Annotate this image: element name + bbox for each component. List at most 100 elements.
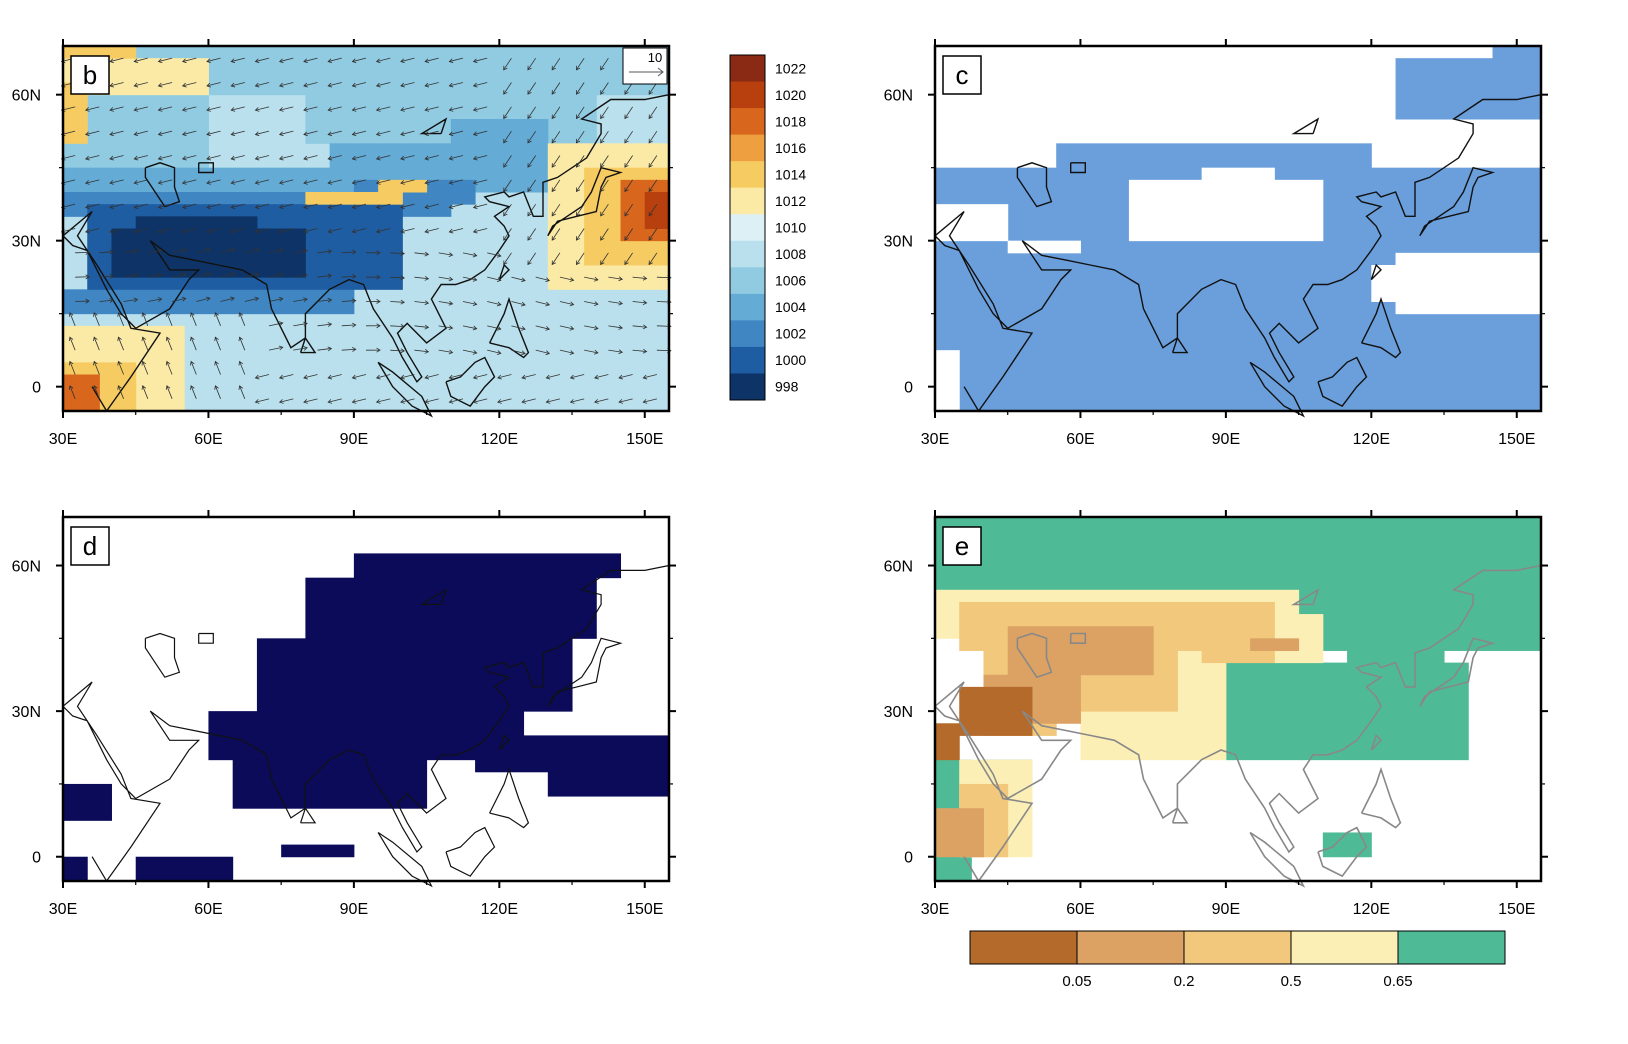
wind-vector: [551, 130, 561, 144]
wind-vector-head: [181, 58, 187, 64]
wind-vector: [576, 57, 585, 71]
wind-vector: [503, 155, 512, 168]
wind-vector-head: [642, 348, 648, 354]
wind-vector: [134, 82, 148, 87]
wind-vector-head: [85, 180, 90, 185]
wind-vector-head: [303, 399, 308, 404]
wind-vector: [109, 106, 124, 111]
wind-vector: [570, 374, 585, 379]
wind-vector-head: [521, 277, 526, 283]
wind-vector: [438, 325, 453, 329]
colorbar-b-swatch: [730, 267, 765, 295]
wind-vector-head: [117, 360, 122, 366]
colorbar-b-label: 1002: [775, 326, 806, 342]
wind-vector-head: [303, 228, 308, 234]
wind-vector: [293, 250, 308, 254]
significant-cell: [353, 553, 622, 579]
wind-vector: [214, 361, 221, 375]
wind-vector-head: [230, 180, 236, 185]
wind-vector-head: [157, 107, 163, 112]
wind-vector: [134, 130, 148, 135]
wind-vector-head: [497, 374, 502, 380]
x-tick-label: 30E: [49, 431, 77, 448]
wind-vector: [449, 374, 464, 379]
wind-vector-head: [93, 312, 98, 317]
wind-vector-head: [181, 204, 187, 210]
wind-vector: [584, 276, 598, 281]
wind-vector-head: [327, 131, 333, 137]
wind-vector: [438, 349, 453, 353]
wind-vector: [214, 385, 221, 399]
wind-vector: [576, 82, 585, 95]
wind-vector-head: [648, 138, 653, 144]
wind-vector-head: [569, 350, 575, 355]
wind-vector: [503, 203, 512, 217]
wind-vector-head: [376, 274, 381, 280]
y-tick-label: 0: [904, 850, 913, 867]
colorbar-e-swatch: [1184, 931, 1292, 964]
wind-vector: [317, 250, 332, 254]
wind-vector-head: [85, 107, 90, 112]
wind-vector-head: [141, 312, 147, 317]
wind-vector: [376, 179, 391, 184]
wind-vector: [473, 57, 488, 62]
wind-vector: [328, 374, 342, 379]
wind-vector: [109, 155, 124, 160]
wind-vector: [608, 301, 623, 305]
wind-vector: [239, 337, 246, 351]
wind-vector: [182, 130, 197, 135]
wind-vector-head: [157, 297, 163, 302]
wind-vector: [527, 130, 537, 144]
wind-vector: [390, 325, 405, 328]
colorbar-b-swatch: [730, 108, 765, 136]
wind-vector: [648, 155, 658, 168]
wind-vector-head: [327, 58, 333, 64]
wind-vector-head: [375, 374, 381, 380]
wind-vector: [425, 203, 439, 208]
wind-vector: [220, 249, 235, 254]
x-tick-label: 90E: [340, 901, 368, 918]
wind-vector-head: [527, 114, 532, 120]
colorbar-b-frame: [729, 54, 766, 401]
wind-vector: [352, 179, 367, 184]
wind-vector-head: [181, 228, 187, 234]
wind-vector-head: [190, 312, 195, 317]
wind-vector-head: [593, 301, 599, 306]
wind-vector-head: [351, 58, 357, 64]
wind-vector: [503, 228, 512, 241]
wind-vector-head: [472, 277, 478, 282]
wind-vector: [425, 82, 439, 87]
wind-vector: [503, 82, 512, 95]
nonsignificant-cell: [935, 204, 1009, 242]
colorbar-e-swatch: [1291, 931, 1399, 964]
wind-vector-head: [424, 324, 430, 330]
wind-vector: [293, 298, 308, 302]
wind-vector-head: [551, 187, 556, 193]
wind-vector: [376, 228, 391, 233]
wind-vector: [171, 273, 186, 278]
wind-vector: [438, 276, 453, 280]
wind-vector: [206, 203, 221, 208]
wind-vector: [85, 155, 100, 160]
wind-vector-head: [569, 277, 575, 282]
wind-vector-head: [254, 272, 260, 278]
wind-vector: [503, 179, 512, 192]
colorbar-b-swatch: [730, 293, 765, 321]
reference-vector-label: 10: [648, 50, 662, 65]
wind-vector-head: [165, 385, 171, 390]
wind-vector-head: [351, 249, 357, 255]
wind-vector-head: [496, 252, 502, 258]
wind-vector: [511, 301, 526, 306]
wind-vector-head: [85, 298, 90, 304]
pressure-cell-1014: [305, 192, 403, 205]
wind-vector-head: [503, 114, 508, 120]
wind-vector-head: [133, 204, 139, 210]
wind-vector-head: [157, 131, 163, 137]
significant-cell: [135, 856, 234, 882]
wind-vector-head: [278, 345, 284, 351]
x-tick-label: 60E: [194, 901, 222, 918]
wind-vector: [93, 312, 100, 326]
wind-vector-head: [133, 82, 139, 88]
wind-vector: [376, 398, 391, 403]
wind-vector-head: [600, 114, 605, 120]
